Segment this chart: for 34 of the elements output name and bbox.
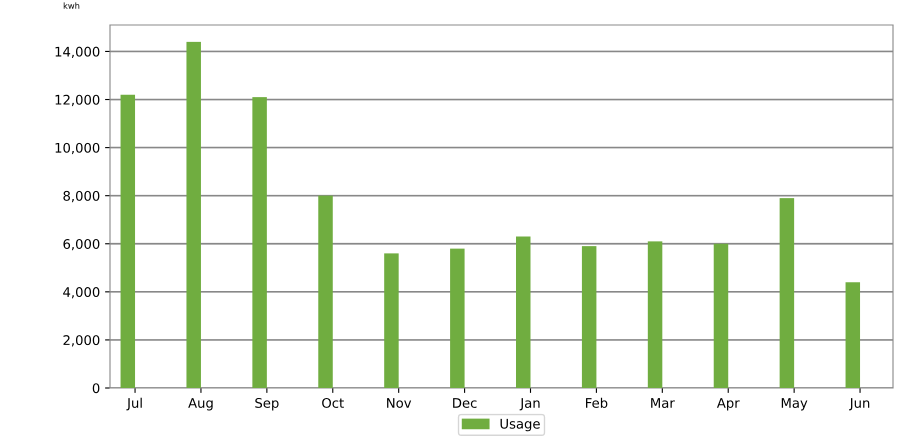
bar (384, 253, 399, 388)
legend-label: Usage (500, 418, 540, 432)
bar (252, 97, 267, 388)
x-tick-label: Aug (188, 398, 213, 410)
y-tick-label: 8,000 (63, 190, 100, 202)
y-tick-label: 0 (92, 383, 100, 394)
x-tick-label: Nov (387, 398, 412, 408)
bar (582, 246, 596, 388)
x-tick-label: Apr (716, 398, 740, 410)
bar (780, 198, 794, 388)
x-tick-label: Oct (322, 398, 344, 408)
bar (120, 94, 136, 388)
y-tick-label: 6,000 (63, 238, 100, 250)
bar (318, 196, 333, 388)
x-tick-label: Mar (651, 398, 675, 408)
bar (648, 241, 662, 388)
y-axis-title: kwh (64, 2, 80, 9)
y-tick-label: 14,000 (56, 46, 100, 58)
y-tick-label: 12,000 (56, 94, 100, 106)
y-tick-label: 4,000 (63, 287, 100, 298)
bar (450, 248, 465, 388)
bar (186, 42, 201, 388)
x-tick-label: Jun (849, 398, 870, 410)
x-tick-label: Dec (453, 398, 477, 408)
bar (516, 236, 530, 388)
bar (714, 244, 728, 388)
bar (846, 282, 860, 388)
x-tick-label: May (782, 398, 808, 410)
x-tick-label: Sep (255, 398, 279, 410)
x-tick-label: Jan (520, 398, 540, 410)
x-tick-label: Jul (126, 398, 142, 410)
y-tick-label: 2,000 (63, 335, 100, 346)
x-tick-label: Feb (586, 398, 608, 408)
y-tick-label: 10,000 (56, 142, 100, 154)
